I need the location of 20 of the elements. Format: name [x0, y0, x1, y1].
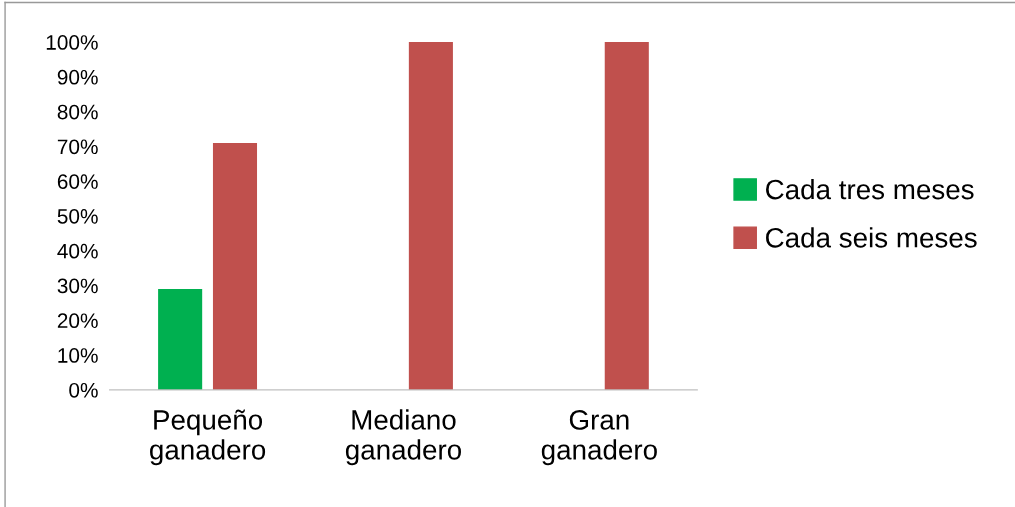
bar: [158, 289, 203, 390]
y-tick-label: 80%: [57, 104, 98, 120]
legend-label: Cada seis meses: [766, 227, 977, 248]
x-tick-label: Pequeño ganadero: [150, 409, 266, 466]
bar: [212, 142, 258, 390]
y-tick-label: 50%: [57, 208, 98, 224]
y-tick-label: 100%: [46, 35, 98, 50]
y-tick-label: 60%: [57, 174, 98, 189]
y-tick-label: 90%: [57, 69, 98, 85]
y-tick-label: 10%: [58, 348, 98, 363]
bar: [604, 42, 649, 390]
bar: [408, 42, 453, 390]
y-tick-label: 70%: [57, 139, 98, 155]
y-tick-label: 20%: [57, 313, 98, 329]
y-tick-label: 30%: [57, 278, 98, 294]
x-tick-label: Gran ganadero: [541, 410, 657, 466]
legend-label: Cada tres meses: [766, 178, 974, 200]
x-tick-label: Mediano ganadero: [345, 409, 461, 466]
y-tick-label: 40%: [57, 243, 98, 259]
y-tick-label: 0%: [69, 382, 98, 398]
